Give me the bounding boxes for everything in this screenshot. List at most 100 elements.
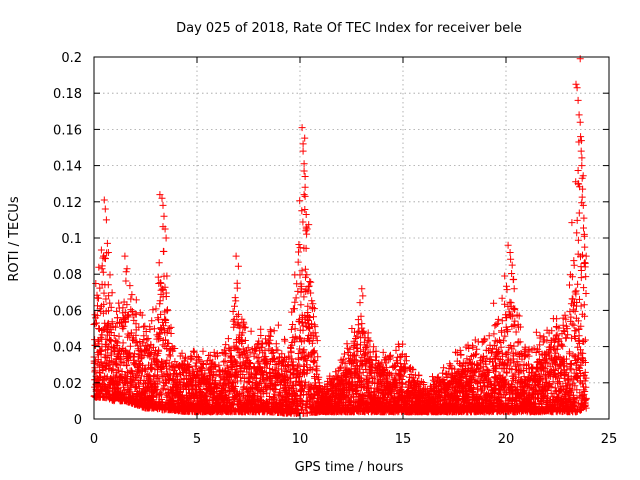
data-point (141, 367, 149, 375)
data-point (231, 302, 238, 310)
data-point (113, 338, 121, 346)
data-point (166, 352, 174, 360)
data-point (106, 336, 113, 344)
data-point (104, 319, 112, 327)
data-point (122, 317, 130, 325)
data-point (95, 263, 103, 271)
data-point (232, 297, 240, 305)
data-point (199, 347, 207, 355)
data-point (163, 272, 171, 280)
data-point (96, 284, 104, 292)
data-point (161, 315, 169, 323)
data-point (130, 337, 138, 345)
data-point (210, 348, 218, 356)
data-point (220, 358, 228, 366)
data-point (148, 364, 156, 372)
data-point (91, 320, 99, 328)
data-point (158, 326, 165, 333)
data-point (215, 361, 223, 369)
data-point (205, 397, 213, 405)
data-point (99, 268, 107, 276)
data-point (123, 361, 131, 369)
data-point (119, 304, 127, 312)
data-point (115, 354, 123, 362)
data-point (165, 340, 173, 347)
data-point (149, 306, 157, 314)
data-point (190, 348, 198, 356)
data-point (341, 350, 348, 358)
data-point (112, 323, 120, 331)
grid (94, 57, 609, 419)
data-point (127, 329, 135, 337)
data-point (158, 358, 165, 366)
data-point (163, 329, 171, 337)
data-point (106, 299, 114, 307)
data-point (156, 297, 164, 305)
data-point (224, 335, 232, 343)
data-point (157, 279, 165, 287)
data-point (137, 355, 145, 363)
data-point (110, 343, 117, 351)
data-point (306, 278, 314, 285)
data-point (266, 326, 274, 334)
data-point (485, 332, 493, 340)
data-point (155, 377, 163, 385)
data-point (146, 344, 153, 352)
data-point (103, 373, 111, 381)
data-point (154, 371, 161, 379)
data-point (281, 337, 289, 345)
data-point (97, 347, 105, 355)
data-point (247, 327, 255, 335)
data-point (298, 207, 306, 215)
data-point (222, 341, 230, 349)
data-point (146, 353, 154, 361)
data-point (274, 321, 282, 329)
data-point (155, 335, 163, 343)
data-point (150, 325, 158, 333)
data-point (124, 330, 132, 338)
data-point (108, 318, 116, 326)
data-point (176, 388, 184, 395)
data-point (356, 299, 364, 307)
data-point (115, 299, 123, 307)
data-point (229, 317, 237, 325)
data-point (287, 325, 295, 333)
data-point (115, 332, 123, 340)
data-point (141, 322, 149, 330)
data-point (178, 349, 186, 357)
data-point (92, 280, 100, 287)
data-point (303, 230, 311, 238)
chart-title: Day 025 of 2018, Rate Of TEC Index for r… (176, 21, 522, 36)
data-point (109, 365, 117, 373)
data-point (297, 301, 305, 309)
data-point (126, 282, 134, 290)
data-point (91, 366, 99, 374)
data-point (140, 323, 148, 331)
data-point (128, 367, 135, 375)
data-point (171, 345, 179, 352)
data-point (97, 246, 105, 254)
data-point (126, 342, 134, 350)
data-point (364, 329, 372, 337)
data-point (162, 319, 170, 327)
data-point (132, 383, 139, 391)
data-point (473, 345, 481, 353)
data-point (108, 367, 115, 375)
data-point (132, 373, 140, 381)
data-point (120, 322, 128, 330)
data-point (148, 317, 156, 325)
data-point (107, 329, 115, 336)
data-point (118, 368, 126, 375)
data-point (110, 332, 118, 339)
data-point (107, 351, 115, 359)
data-point (152, 305, 160, 313)
data-point (143, 336, 151, 344)
data-point (100, 289, 108, 297)
data-point (106, 271, 114, 279)
data-point (439, 369, 447, 377)
data-point (155, 259, 163, 267)
data-point (292, 294, 300, 302)
data-point (162, 293, 170, 300)
data-point (140, 377, 148, 384)
